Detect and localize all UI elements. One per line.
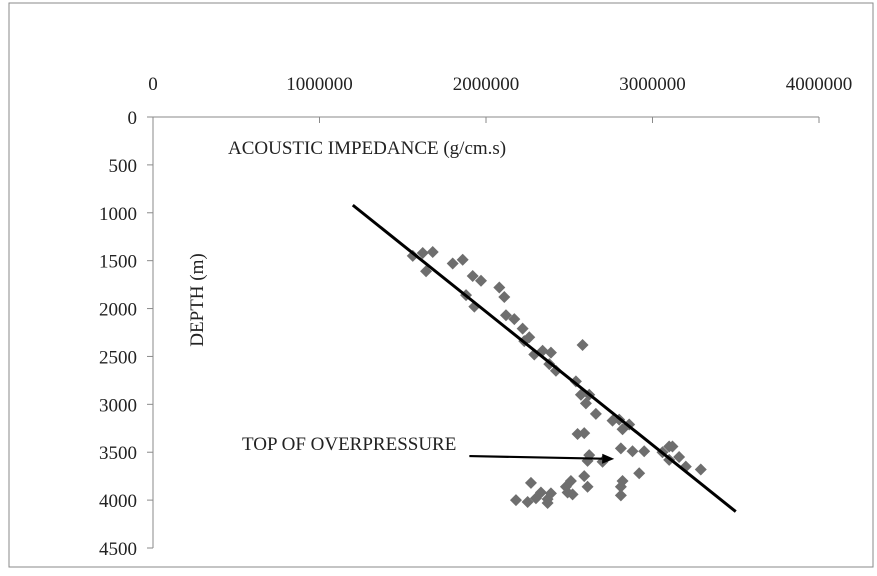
y-tick-label: 500 [109, 156, 138, 177]
data-point [673, 451, 686, 464]
data-point [578, 427, 591, 440]
data-point [446, 257, 459, 270]
data-point [521, 496, 534, 509]
data-point [638, 445, 651, 458]
data-point [589, 407, 602, 420]
data-point [614, 480, 627, 493]
data-point [523, 331, 536, 344]
data-point [516, 322, 529, 335]
chart-border [8, 2, 874, 568]
trend-line [351, 203, 737, 513]
y-tick-label: 2000 [99, 300, 137, 321]
data-point [614, 489, 627, 502]
y-tick-label: 4000 [99, 491, 137, 512]
data-point [475, 274, 488, 287]
data-point [576, 338, 589, 351]
data-point [406, 249, 419, 262]
x-tick-label: 2000000 [453, 74, 520, 95]
data-point [549, 364, 562, 377]
data-point [529, 492, 542, 505]
data-point [566, 488, 579, 501]
y-axis: 0 500 1000 1500 2000 2500 3000 3500 4000 4500 [99, 108, 154, 560]
data-point [498, 291, 511, 304]
data-point [541, 496, 554, 509]
y-tick-group: 0 500 1000 1500 2000 2500 3000 3500 4000 4500 [99, 108, 153, 560]
y-tick-label: 0 [128, 108, 138, 129]
data-points [406, 246, 707, 509]
data-point [626, 445, 639, 458]
x-tick-label: 0 [148, 74, 158, 95]
y-tick-label: 1500 [99, 252, 137, 273]
data-point [416, 247, 429, 260]
data-point [524, 476, 537, 489]
x-tick-group: 0 1000000 2000000 3000000 4000000 [148, 74, 852, 123]
y-tick-label: 2500 [99, 347, 137, 368]
y-axis-label: DEPTH (m) [187, 253, 208, 346]
data-point [694, 463, 707, 476]
data-point [499, 309, 512, 322]
y-tick-label: 4500 [99, 539, 137, 560]
annotation-arrowhead [602, 453, 615, 464]
data-point [614, 442, 627, 455]
data-point [456, 253, 469, 266]
data-point [666, 440, 679, 453]
data-point [509, 494, 522, 507]
data-point [420, 265, 433, 278]
data-point [544, 346, 557, 359]
x-tick-label: 4000000 [786, 74, 853, 95]
data-point [426, 246, 439, 259]
data-point [633, 467, 646, 480]
x-tick-label: 3000000 [619, 74, 686, 95]
annotation-text: TOP OF OVERPRESSURE [242, 434, 456, 455]
x-tick-label: 1000000 [286, 74, 353, 95]
y-tick-label: 3500 [99, 443, 137, 464]
data-point [581, 480, 594, 493]
y-tick-label: 3000 [99, 395, 137, 416]
y-tick-label: 1000 [99, 204, 137, 225]
data-point [578, 470, 591, 483]
data-point [508, 313, 521, 326]
data-point [493, 281, 506, 294]
x-axis-label: ACOUSTIC IMPEDANCE (g/cm.s) [228, 138, 506, 159]
annotation: TOP OF OVERPRESSURE [242, 434, 615, 464]
annotation-arrow [469, 454, 603, 460]
x-axis: 0 1000000 2000000 3000000 4000000 [148, 74, 852, 123]
data-point [466, 269, 479, 282]
